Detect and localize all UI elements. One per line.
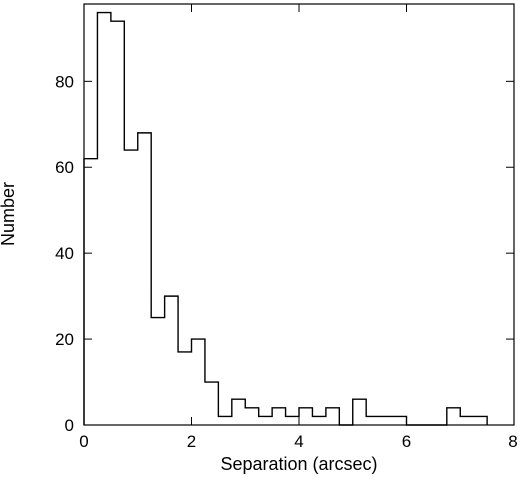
x-tick-label: 2 bbox=[187, 432, 196, 451]
x-tick-label: 0 bbox=[79, 432, 88, 451]
histogram-bar bbox=[84, 159, 97, 425]
x-tick-label: 6 bbox=[402, 432, 411, 451]
y-tick-label: 80 bbox=[55, 72, 74, 91]
histogram-bar bbox=[97, 13, 110, 425]
x-axis-ticks: 0 2 4 6 8 bbox=[79, 4, 518, 451]
histogram-bar bbox=[259, 416, 272, 425]
histogram-bar bbox=[447, 408, 460, 425]
histogram-bar bbox=[393, 416, 406, 425]
plot-frame bbox=[83, 3, 515, 426]
histogram-bar bbox=[312, 416, 325, 425]
y-tick-label: 60 bbox=[55, 158, 74, 177]
y-axis-ticks: 0 20 40 60 80 bbox=[55, 72, 514, 435]
histogram-bar bbox=[151, 318, 164, 425]
histogram-bar bbox=[124, 150, 137, 425]
y-axis-title: Number bbox=[0, 182, 18, 246]
y-tick-label: 40 bbox=[55, 244, 74, 263]
histogram-bar bbox=[165, 296, 178, 425]
histogram-bar bbox=[178, 352, 191, 425]
histogram-bar bbox=[380, 416, 393, 425]
histogram-bar bbox=[366, 416, 379, 425]
histogram-outline bbox=[83, 11, 488, 426]
histogram-bar bbox=[474, 416, 487, 425]
histogram-bar bbox=[272, 408, 285, 425]
histogram-bar bbox=[111, 21, 124, 425]
histogram-bars bbox=[84, 13, 487, 425]
histogram-bar bbox=[192, 339, 205, 425]
histogram-bar bbox=[299, 408, 312, 425]
histogram-bar bbox=[232, 399, 245, 425]
histogram-bar bbox=[245, 408, 258, 425]
histogram-bar bbox=[138, 133, 151, 425]
histogram-bar bbox=[286, 416, 299, 425]
histogram-bar bbox=[460, 416, 473, 425]
y-tick-label: 20 bbox=[55, 330, 74, 349]
x-tick-label: 4 bbox=[294, 432, 303, 451]
x-axis-title: Separation (arcsec) bbox=[220, 454, 377, 474]
histogram-bar bbox=[218, 416, 231, 425]
histogram-bar bbox=[326, 408, 339, 425]
histogram-bar bbox=[205, 382, 218, 425]
x-tick-label: 8 bbox=[508, 432, 517, 451]
y-tick-label: 0 bbox=[65, 416, 74, 435]
histogram-bar bbox=[353, 399, 366, 425]
